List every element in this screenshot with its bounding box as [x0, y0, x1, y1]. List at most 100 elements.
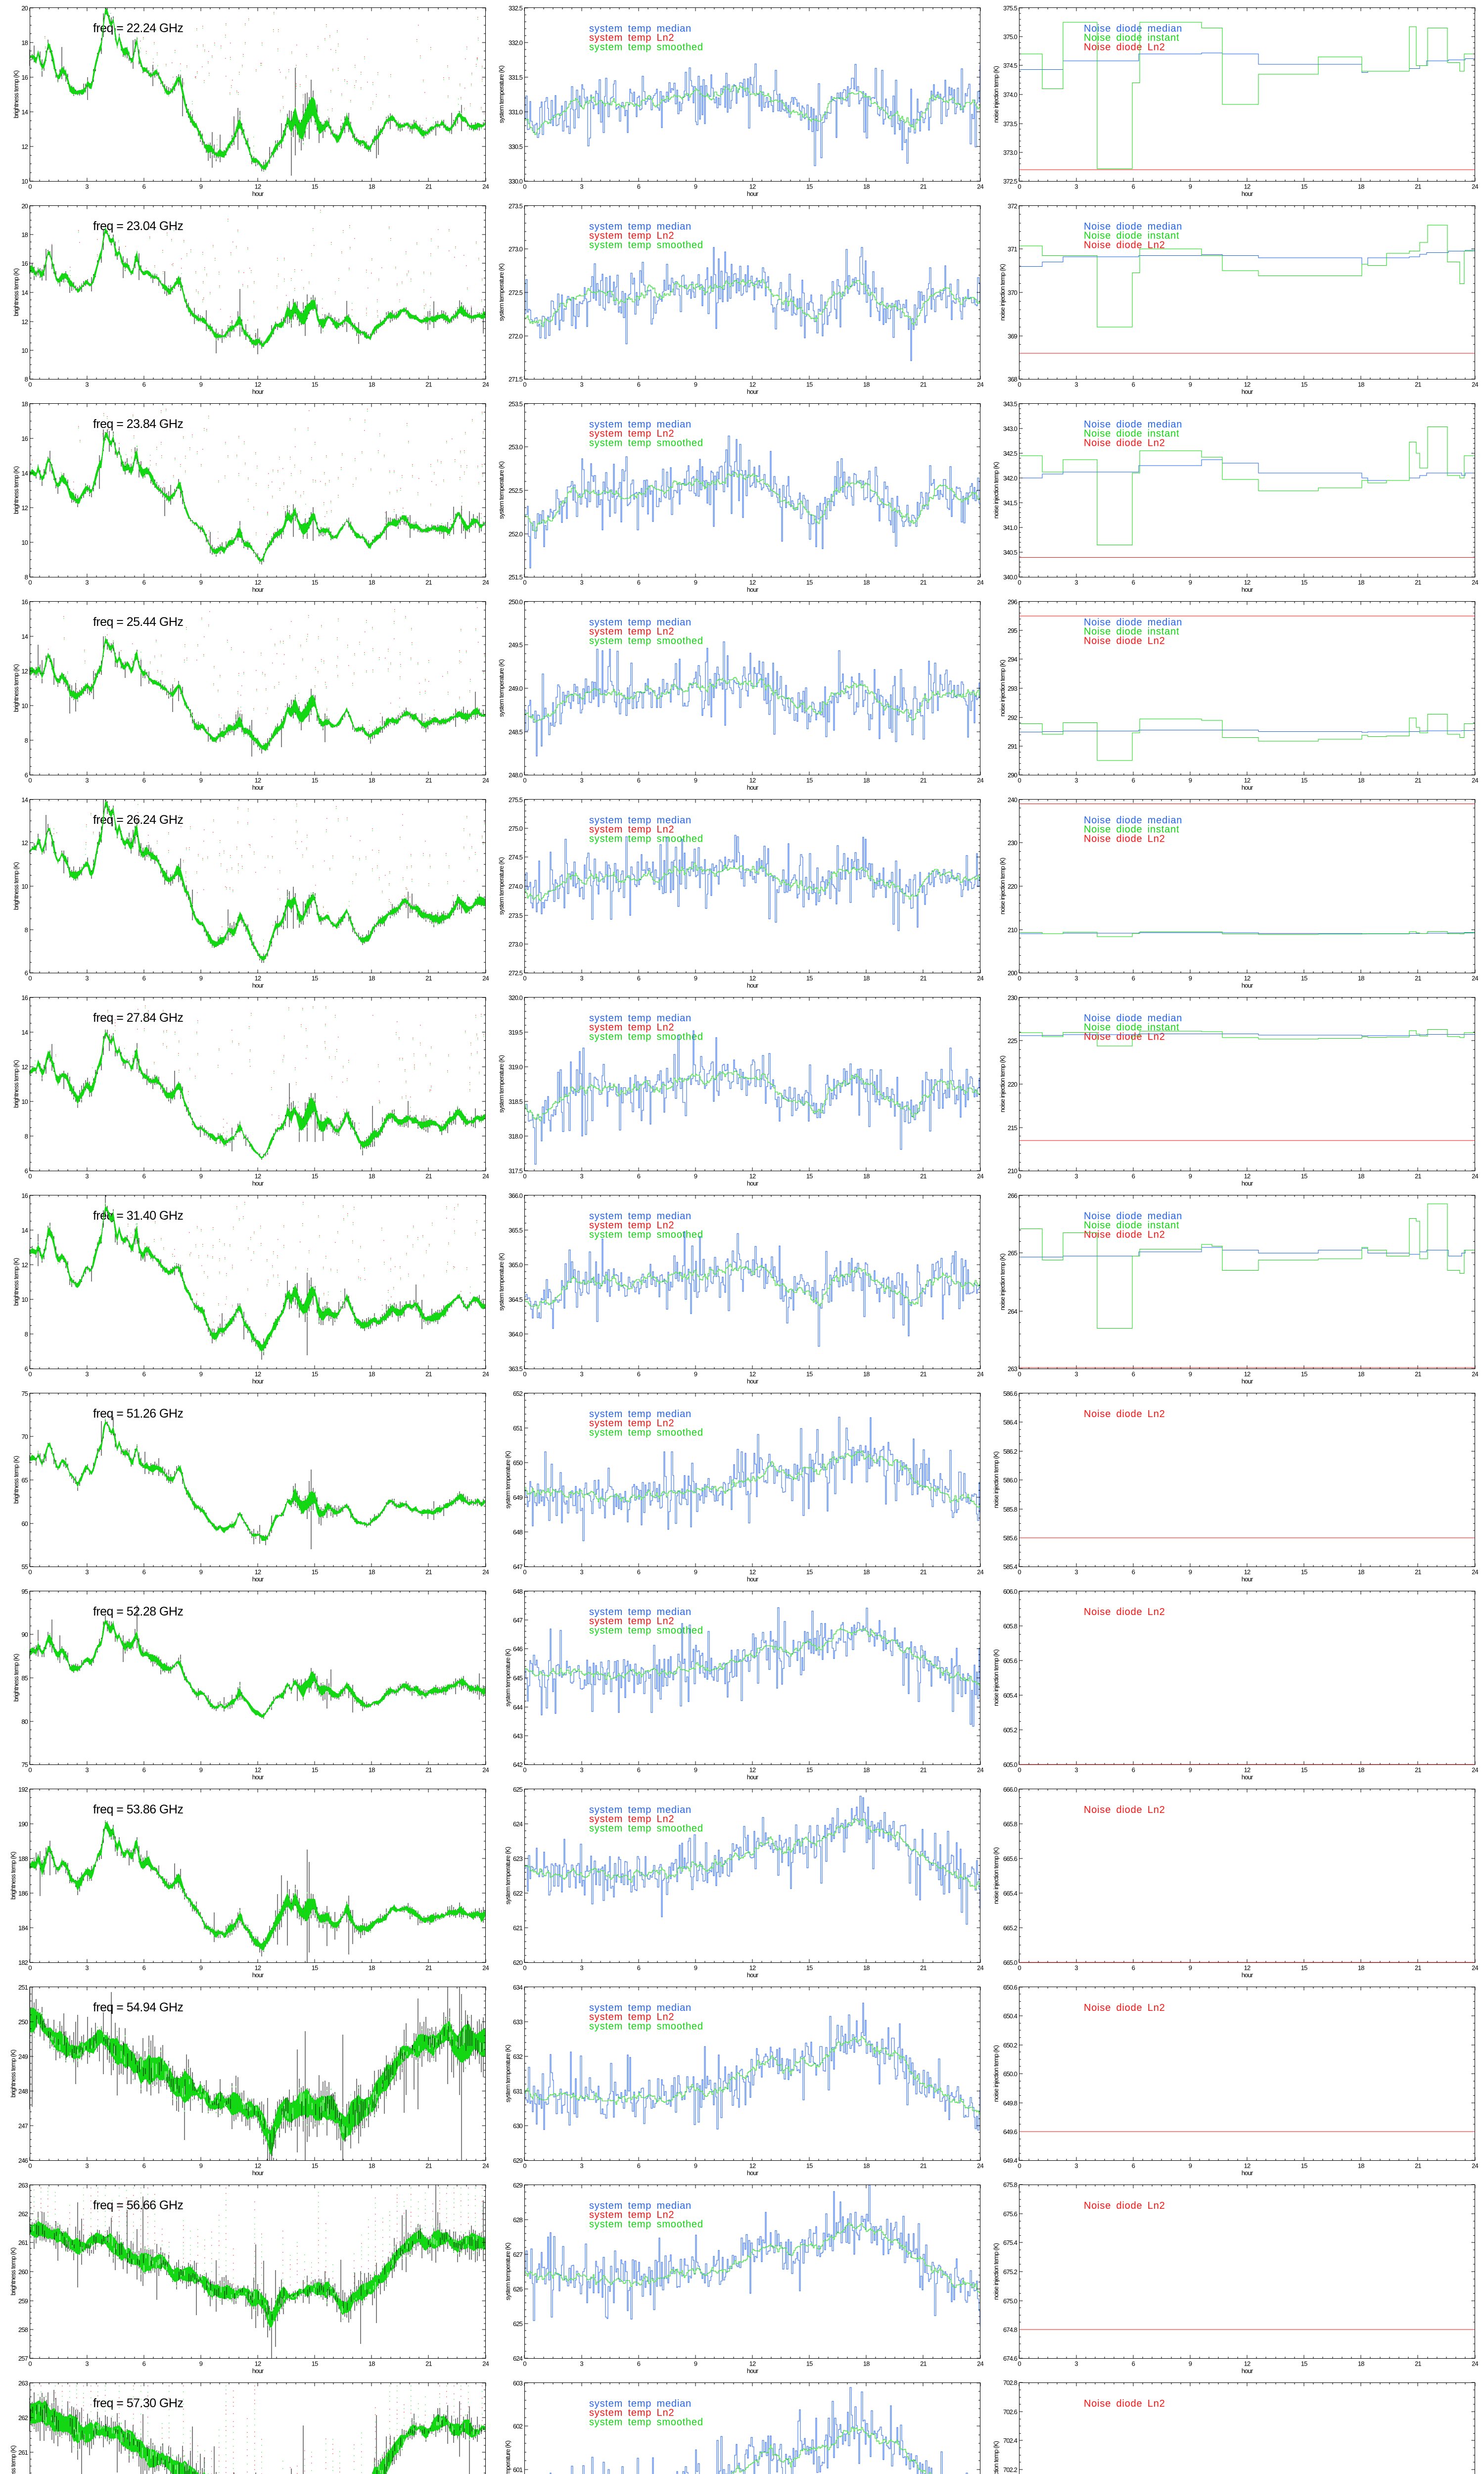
svg-text:12: 12 — [749, 975, 756, 982]
svg-text:21: 21 — [1415, 381, 1421, 388]
svg-text:system temp smoothed: system temp smoothed — [589, 438, 703, 449]
svg-text:24: 24 — [1472, 777, 1478, 784]
svg-text:24: 24 — [977, 975, 983, 982]
svg-text:6: 6 — [1132, 381, 1135, 388]
svg-text:6: 6 — [637, 975, 641, 982]
svg-text:260: 260 — [18, 2268, 28, 2276]
svg-text:55: 55 — [21, 1563, 28, 1570]
svg-text:hour: hour — [747, 586, 759, 593]
svg-text:24: 24 — [977, 2162, 983, 2170]
svg-text:249.5: 249.5 — [509, 641, 523, 649]
svg-text:631: 631 — [513, 2088, 523, 2095]
svg-text:230: 230 — [1008, 994, 1018, 1001]
svg-text:24: 24 — [1472, 1569, 1478, 1576]
svg-text:hour: hour — [747, 1575, 759, 1583]
svg-text:24: 24 — [1472, 381, 1478, 388]
svg-text:0: 0 — [523, 1964, 526, 1972]
svg-text:15: 15 — [1301, 1173, 1307, 1180]
svg-text:12: 12 — [1244, 2162, 1251, 2170]
svg-text:21: 21 — [920, 1173, 927, 1180]
svg-text:15: 15 — [806, 1766, 813, 1774]
svg-text:272.0: 272.0 — [509, 333, 523, 340]
svg-text:273.0: 273.0 — [509, 941, 523, 948]
svg-text:606.0: 606.0 — [1003, 1588, 1018, 1595]
svg-text:hour: hour — [1242, 190, 1253, 197]
svg-text:12: 12 — [21, 1261, 28, 1269]
svg-text:Noise diode Ln2: Noise diode Ln2 — [1084, 2398, 1165, 2409]
svg-text:220: 220 — [1008, 883, 1018, 890]
svg-text:10: 10 — [21, 1296, 28, 1303]
svg-text:9: 9 — [1189, 2360, 1192, 2368]
svg-text:24: 24 — [977, 183, 983, 190]
svg-text:noise injection temp (K): noise injection temp (K) — [999, 264, 1006, 321]
svg-text:15: 15 — [1301, 1371, 1307, 1378]
svg-text:627: 627 — [513, 2251, 523, 2258]
svg-text:Noise diode median: Noise diode median — [1084, 1211, 1182, 1222]
svg-text:0: 0 — [28, 1371, 32, 1378]
svg-text:14: 14 — [21, 633, 28, 640]
svg-text:319.5: 319.5 — [509, 1029, 523, 1036]
svg-text:6: 6 — [142, 777, 146, 784]
svg-text:648: 648 — [513, 1588, 523, 1595]
svg-text:Noise diode instant: Noise diode instant — [1084, 33, 1179, 44]
svg-text:210: 210 — [1008, 1167, 1018, 1175]
svg-text:system temp smoothed: system temp smoothed — [589, 834, 703, 845]
svg-text:21: 21 — [1415, 1766, 1421, 1774]
svg-text:18: 18 — [1358, 2360, 1364, 2368]
svg-text:3: 3 — [1074, 1569, 1078, 1576]
svg-text:Noise diode Ln2: Noise diode Ln2 — [1084, 834, 1165, 845]
svg-text:14: 14 — [21, 796, 28, 804]
svg-text:295: 295 — [1008, 627, 1018, 634]
svg-text:24: 24 — [977, 1173, 983, 1180]
svg-text:24: 24 — [977, 1371, 983, 1378]
svg-text:184: 184 — [18, 1924, 28, 1932]
svg-text:18: 18 — [21, 400, 28, 408]
svg-text:24: 24 — [482, 1569, 489, 1576]
svg-text:9: 9 — [199, 1964, 203, 1972]
svg-text:372: 372 — [1008, 202, 1018, 210]
svg-text:Noise diode Ln2: Noise diode Ln2 — [1084, 42, 1165, 53]
svg-text:6: 6 — [637, 183, 641, 190]
svg-text:230: 230 — [1008, 839, 1018, 847]
svg-text:noise injection temp (K): noise injection temp (K) — [992, 1451, 1000, 1508]
svg-text:3: 3 — [1074, 1371, 1078, 1378]
svg-text:186: 186 — [18, 1890, 28, 1897]
svg-text:21: 21 — [920, 975, 927, 982]
svg-text:273.0: 273.0 — [509, 245, 523, 253]
svg-text:24: 24 — [1472, 2162, 1478, 2170]
svg-text:9: 9 — [694, 975, 697, 982]
svg-text:585.4: 585.4 — [1003, 1563, 1018, 1570]
svg-text:3: 3 — [580, 1766, 583, 1774]
svg-text:freq = 56.66 GHz: freq = 56.66 GHz — [93, 2198, 183, 2212]
svg-text:18: 18 — [863, 2360, 870, 2368]
svg-text:system temp Ln2: system temp Ln2 — [589, 231, 674, 241]
svg-text:15: 15 — [312, 1964, 318, 1972]
svg-text:9: 9 — [694, 183, 697, 190]
svg-text:9: 9 — [694, 2162, 697, 2170]
svg-text:6: 6 — [142, 2360, 146, 2368]
svg-text:12: 12 — [255, 2360, 261, 2368]
svg-text:342.0: 342.0 — [1003, 475, 1018, 482]
svg-text:Noise diode median: Noise diode median — [1084, 617, 1182, 628]
svg-text:noise injection temp (K): noise injection temp (K) — [999, 660, 1006, 716]
svg-text:190: 190 — [18, 1820, 28, 1828]
svg-text:340.0: 340.0 — [1003, 573, 1018, 581]
svg-text:621: 621 — [513, 1924, 523, 1932]
svg-text:6: 6 — [142, 1173, 146, 1180]
svg-text:248.0: 248.0 — [509, 771, 523, 779]
svg-text:system temperature (K): system temperature (K) — [498, 65, 505, 123]
svg-text:247: 247 — [18, 2122, 28, 2130]
svg-text:18: 18 — [369, 381, 375, 388]
svg-text:Noise diode Ln2: Noise diode Ln2 — [1084, 240, 1165, 251]
svg-text:3: 3 — [85, 1569, 89, 1576]
svg-text:noise injection temp (K): noise injection temp (K) — [992, 2441, 1000, 2474]
svg-text:331.5: 331.5 — [509, 74, 523, 81]
svg-text:18: 18 — [863, 777, 870, 784]
svg-text:10: 10 — [21, 539, 28, 546]
svg-text:hour: hour — [252, 586, 264, 593]
svg-text:12: 12 — [21, 504, 28, 512]
svg-text:21: 21 — [1415, 777, 1421, 784]
svg-text:343.0: 343.0 — [1003, 425, 1018, 432]
svg-text:9: 9 — [199, 2360, 203, 2368]
svg-text:15: 15 — [806, 2360, 813, 2368]
